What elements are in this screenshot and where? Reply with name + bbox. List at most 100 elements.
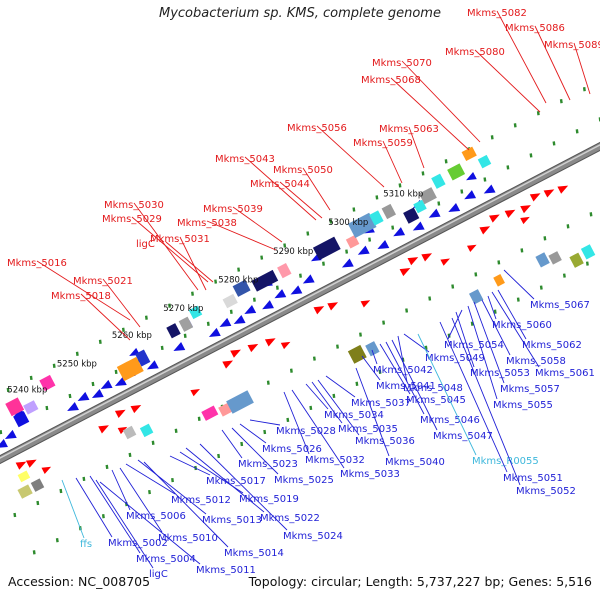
- ring-dot: [405, 308, 409, 313]
- bottom-gene-label: Mkms_5022: [260, 513, 320, 524]
- ring-dot: [575, 129, 579, 134]
- forward-gene-arrow: [504, 209, 516, 218]
- ring-dot: [497, 260, 501, 265]
- label-leader-line: [75, 477, 113, 538]
- ring-dot: [437, 201, 441, 206]
- ring-dot: [263, 429, 267, 435]
- label-leader-line: [417, 333, 477, 456]
- ring-dot: [359, 332, 362, 337]
- feature-block: [232, 279, 251, 297]
- top-gene-label: Mkms_5038: [177, 218, 237, 229]
- ring-dot: [382, 320, 386, 325]
- feature-block: [222, 293, 238, 309]
- ring-dot: [398, 183, 402, 188]
- label-leader-line: [355, 367, 390, 457]
- ring-dot: [513, 123, 517, 128]
- label-leader-line: [391, 339, 438, 431]
- reverse-gene-arrow: [290, 285, 303, 295]
- backbone: [0, 143, 600, 463]
- ring-dot: [197, 416, 201, 421]
- feature-block: [135, 349, 151, 367]
- feature-block: [226, 390, 254, 414]
- bottom-gene-label: Mkms_5014: [224, 548, 284, 559]
- ring-dot: [345, 249, 349, 254]
- label-leader-line: [244, 156, 317, 221]
- bottom-gene-label: Mkms_5013: [202, 515, 262, 526]
- forward-gene-arrow: [466, 244, 477, 252]
- label-leader-line: [111, 469, 131, 511]
- label-leader-line: [302, 167, 331, 211]
- label-leader-line: [199, 443, 288, 531]
- top-gene-label: Mkms_5018: [51, 291, 111, 302]
- scale-tick-label: 5300 kbp: [328, 218, 368, 228]
- ring-dot: [59, 488, 63, 494]
- feature-block: [17, 484, 33, 499]
- reverse-gene-arrow: [77, 391, 90, 401]
- label-leader-line: [397, 335, 408, 383]
- forward-gene-arrow: [399, 267, 411, 277]
- forward-gene-arrow: [264, 338, 276, 347]
- ring-dot: [582, 87, 586, 92]
- forward-gene-arrow: [41, 466, 52, 474]
- ring-dot: [483, 177, 487, 182]
- feature-block: [431, 173, 446, 189]
- top-gene-label: Mkms_5056: [287, 123, 347, 134]
- label-leader-line: [573, 42, 591, 95]
- ring-dot: [286, 417, 290, 423]
- label-leader-line: [165, 241, 214, 283]
- label-leader-line: [249, 419, 281, 426]
- reverse-gene-arrow: [91, 388, 104, 399]
- label-leader-line: [317, 379, 360, 436]
- top-gene-label: Mkms_5021: [73, 276, 133, 287]
- label-leader-line: [143, 461, 229, 548]
- feature-block: [468, 289, 484, 305]
- bottom-gene-label: Mkms_5051: [503, 473, 563, 484]
- feature-block: [312, 236, 341, 261]
- bottom-gene-label: Mkms_5054: [444, 340, 504, 351]
- ring-dot: [378, 369, 382, 374]
- ring-dot: [474, 272, 478, 277]
- bottom-gene-label: Mkms_5010: [158, 533, 218, 544]
- label-leader-line: [283, 391, 310, 455]
- top-gene-label: Mkms_5089: [544, 40, 600, 51]
- label-leader-line: [382, 140, 403, 184]
- top-gene-label: Mkms_5059: [353, 138, 413, 149]
- ring-dot: [332, 393, 336, 399]
- ring-dot: [375, 195, 379, 200]
- ring-dot: [174, 428, 178, 433]
- reverse-gene-arrow: [377, 239, 390, 250]
- reverse-gene-arrow: [208, 327, 221, 337]
- feature-block: [548, 251, 562, 265]
- forward-gene-arrow: [520, 216, 530, 225]
- reverse-gene-arrow: [393, 227, 406, 237]
- feature-block: [30, 478, 45, 492]
- label-leader-line: [481, 299, 511, 356]
- label-leader-line: [36, 260, 131, 321]
- label-leader-line: [95, 479, 154, 569]
- reverse-gene-arrow: [466, 172, 477, 181]
- genome-summary-text: Topology: circular; Length: 5,737,227 bp…: [248, 574, 592, 589]
- ring-dot: [52, 363, 56, 368]
- ring-dot: [559, 99, 563, 104]
- ring-dot: [183, 333, 187, 338]
- feature-block: [347, 212, 377, 239]
- reverse-gene-arrow: [302, 274, 315, 284]
- bottom-gene-label: Mkms_5019: [239, 494, 299, 505]
- scale-tick-label: 5240 kbp: [7, 386, 47, 396]
- reverse-gene-arrow: [100, 379, 113, 389]
- ring-dot: [520, 248, 524, 253]
- label-leader-line: [325, 375, 356, 398]
- top-gene-label: Mkms_5016: [7, 258, 67, 269]
- ring-dot: [309, 405, 313, 411]
- label-leader-line: [89, 475, 141, 554]
- feature-block: [166, 323, 181, 339]
- forward-gene-arrow: [489, 214, 500, 223]
- ring-dot: [29, 375, 33, 381]
- scale-tick-label: 5290 kbp: [273, 247, 313, 257]
- ring-dot: [101, 514, 105, 519]
- reverse-gene-arrow: [483, 184, 496, 194]
- bottom-gene-label: Mkms_5052: [516, 486, 576, 497]
- bottom-gene-label: ligC: [149, 569, 168, 580]
- feature-block: [418, 187, 437, 205]
- ring-dot: [240, 441, 244, 447]
